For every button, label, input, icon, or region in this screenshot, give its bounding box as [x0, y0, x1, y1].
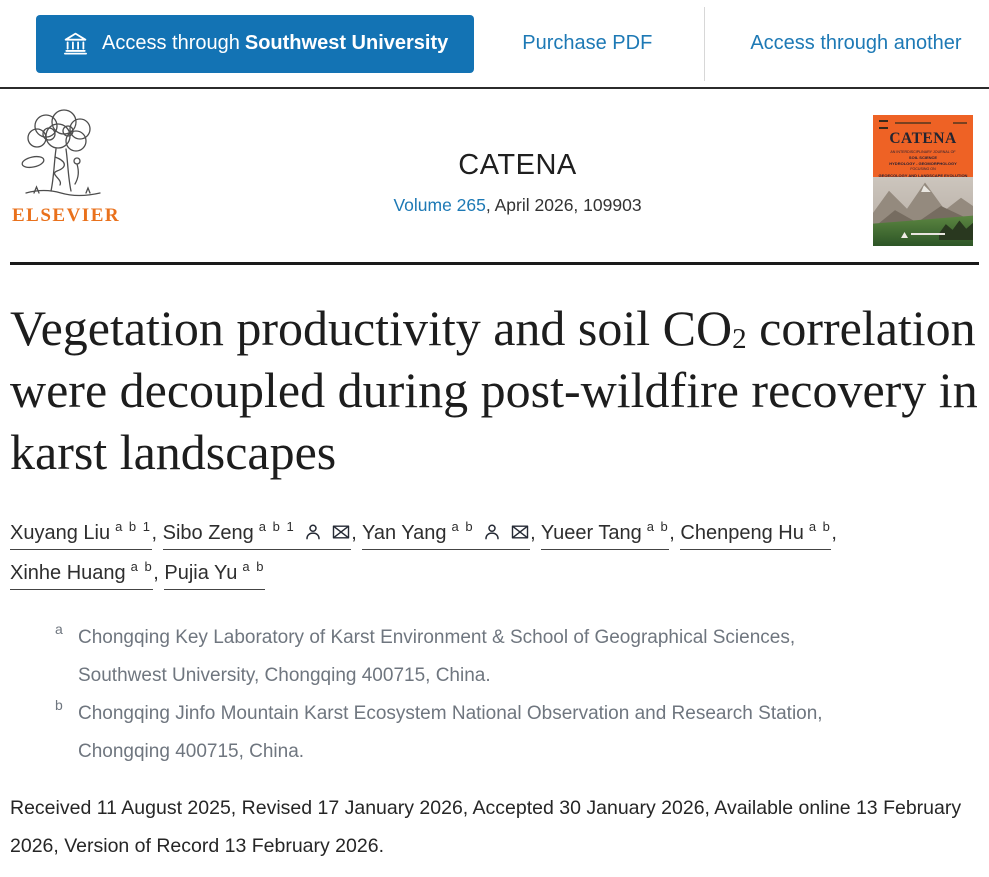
author-link-pujia-yu[interactable]: Pujia Yu a b — [164, 559, 265, 590]
journal-title-link[interactable]: CATENA — [458, 149, 577, 181]
cover-publisher-mark — [873, 225, 973, 243]
email-icon[interactable] — [510, 522, 530, 542]
author-link-yueer-tang[interactable]: Yueer Tang a b — [540, 519, 670, 550]
affiliation-b: b Chongqing Jinfo Mountain Karst Ecosyst… — [0, 695, 872, 771]
article-top-rule — [10, 262, 979, 265]
cover-journal-title: CATENA — [889, 130, 957, 147]
access-button-institution: Southwest University — [244, 32, 449, 54]
access-button-label: Access through — [102, 32, 240, 54]
affiliation-list: a Chongqing Key Laboratory of Karst Envi… — [0, 619, 872, 771]
article-title: Vegetation productivity and soil CO2 cor… — [10, 300, 978, 480]
journal-cover-thumbnail[interactable]: CATENA AN INTERDISCIPLINARY JOURNAL OF S… — [873, 115, 973, 246]
email-icon[interactable] — [331, 522, 351, 542]
article-history-dates: Received 11 August 2025, Revised 17 Janu… — [10, 797, 962, 858]
elsevier-tree-icon — [21, 109, 101, 197]
cover-mini-elsevier-icon — [879, 120, 888, 129]
author-link-xuyang-liu[interactable]: Xuyang Liu a b 1 — [10, 519, 152, 550]
author-link-xinhe-huang[interactable]: Xinhe Huang a b — [10, 559, 154, 590]
cover-subtitle: AN INTERDISCIPLINARY JOURNAL OF SOIL SCI… — [878, 150, 968, 178]
author-list: Xuyang Liu a b 1, Sibo Zeng a b 1, Yan Yan… — [10, 513, 979, 593]
cover-landscape-photo — [873, 177, 973, 246]
issue-info: , April 2026, 109903 — [485, 195, 642, 215]
affiliation-label: b — [55, 697, 63, 713]
journal-header: ELSEVIER CATENA Volume 265, April 2026, … — [0, 89, 989, 246]
author-link-sibo-zeng[interactable]: Sibo Zeng a b 1 — [162, 519, 352, 550]
co2-subscript: 2 — [732, 323, 747, 356]
person-icon[interactable] — [303, 522, 323, 542]
affiliation-text: Chongqing Key Laboratory of Karst Enviro… — [78, 627, 796, 686]
access-through-institution-button[interactable]: Access through Southwest University — [36, 14, 475, 73]
person-icon[interactable] — [482, 522, 502, 542]
institution-bank-icon — [64, 32, 87, 55]
affiliation-text: Chongqing Jinfo Mountain Karst Ecosystem… — [78, 703, 823, 762]
purchase-pdf-link[interactable]: Purchase PDF — [522, 32, 653, 54]
volume-link[interactable]: Volume 265 — [393, 195, 486, 215]
toolbar-divider — [704, 6, 706, 81]
access-toolbar: Access through Southwest University Purch… — [0, 0, 989, 89]
affiliation-a: a Chongqing Key Laboratory of Karst Envi… — [0, 619, 872, 695]
elsevier-logo[interactable]: ELSEVIER — [12, 109, 121, 227]
cover-header-marks — [879, 120, 967, 130]
affiliation-label: a — [55, 621, 63, 637]
access-another-institution-link[interactable]: Access through another — [750, 32, 962, 54]
author-link-yan-yang[interactable]: Yan Yang a b — [361, 519, 531, 550]
author-link-chenpeng-hu[interactable]: Chenpeng Hu a b — [680, 519, 832, 550]
volume-issue-line: Volume 265, April 2026, 109903 — [162, 195, 873, 216]
journal-info: CATENA Volume 265, April 2026, 109903 — [162, 109, 873, 216]
elsevier-wordmark: ELSEVIER — [12, 205, 121, 226]
